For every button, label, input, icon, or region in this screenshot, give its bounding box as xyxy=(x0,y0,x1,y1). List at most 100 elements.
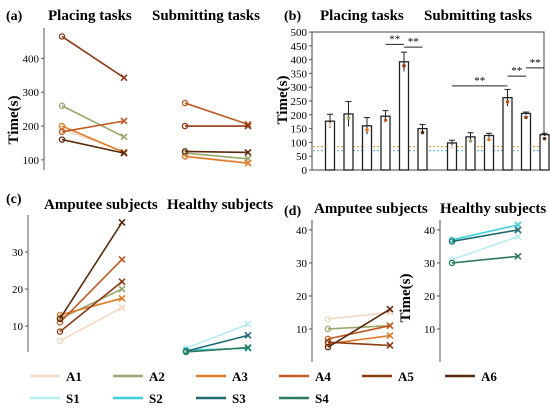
legend-label-A1: A1 xyxy=(66,369,82,384)
panel-b-subject-dot xyxy=(328,123,332,127)
panel-a-g0-start-marker-A6 xyxy=(58,136,66,143)
panel-d-g0-line-A1 xyxy=(327,311,391,320)
panel-a-tick-label: 100 xyxy=(23,155,40,167)
panel-b-subject-dot xyxy=(524,115,528,120)
panel-b-tick-label: 300 xyxy=(291,82,308,94)
panel-b-significance-label: ** xyxy=(408,36,419,48)
panel-b-subject-dot xyxy=(450,145,454,149)
panel-a-g1-line-A4 xyxy=(184,102,249,126)
panel-b-bar xyxy=(520,112,532,171)
panel-b-tick-label: 0 xyxy=(302,165,308,177)
panel-d-g0-line-A4 xyxy=(327,324,391,340)
panel-d-g1-start-marker-S4 xyxy=(448,259,456,267)
panel-c-g1-end-marker-S4 xyxy=(244,343,252,352)
panel-d-g0-start-marker-A4 xyxy=(324,335,332,343)
panel-a-tick-label: 300 xyxy=(23,87,40,99)
panel-d-g0-tick-label: 30 xyxy=(296,258,308,270)
panel-b-significance-label: ** xyxy=(511,65,522,77)
panel-b-tick-label: 450 xyxy=(291,41,308,53)
panel-c-g0-end-marker-A6 xyxy=(118,218,126,226)
panel-a-tick-label: 200 xyxy=(23,121,40,133)
panel-c-g0-end-marker-A2 xyxy=(118,285,126,293)
panel-b-subject-dot xyxy=(542,136,547,141)
panel-d-g1-line-S1 xyxy=(451,235,519,261)
panel-b-subject-dot xyxy=(468,139,473,143)
panel-c-g0-start-marker-A1 xyxy=(56,337,64,345)
panel-b: (b) Placing tasks Submitting tasks Time(… xyxy=(275,8,550,177)
panel-c-g1-start-marker-S4 xyxy=(182,348,190,356)
panel-a-title-submitting: Submitting tasks xyxy=(152,8,260,24)
panel-b-title-placing: Placing tasks xyxy=(320,8,404,24)
panel-a-g1-line-A3 xyxy=(184,155,249,165)
panel-c-tick-label: 10 xyxy=(12,321,24,333)
panel-b-tick-label: 150 xyxy=(291,124,308,136)
panel-c-g0-end-marker-A1 xyxy=(118,304,126,312)
panel-b-subject-dot xyxy=(420,130,425,135)
panel-label-d: (d) xyxy=(284,204,301,219)
panel-b-tick-label: 350 xyxy=(291,68,308,80)
panel-b-bar xyxy=(417,127,428,171)
panel-c-g1-line-S3 xyxy=(185,334,249,353)
panel-a-g0-end-marker-A4 xyxy=(120,117,128,125)
panel-a-g0-line-A4 xyxy=(61,120,125,133)
panel-b-tick-label: 500 xyxy=(291,27,308,39)
panel-a-g1-start-marker-A4 xyxy=(181,99,189,107)
panel-b-tick-label: 50 xyxy=(296,151,308,163)
panel-c-g0-line-A1 xyxy=(59,306,123,342)
panel-c-g1-line-S1 xyxy=(185,323,249,350)
legend-label-A2: A2 xyxy=(149,369,165,384)
panel-c-title-healthy: Healthy subjects xyxy=(167,197,273,213)
panel-c-g1-end-marker-S3 xyxy=(244,331,252,339)
panel-c-tick-label: 20 xyxy=(12,284,24,296)
legend-label-S3: S3 xyxy=(232,391,246,406)
panel-b-subject-dot xyxy=(487,137,491,142)
panel-d-g1-end-marker-S4 xyxy=(514,252,522,260)
legend: A1 A2 A3 A4 A5 A6 S1 S2 S3 S4 xyxy=(30,369,497,406)
panel-b-subject-dot xyxy=(402,64,406,68)
panel-c-g0-start-marker-A5 xyxy=(56,328,64,335)
panel-a-ylabel: Time(s) xyxy=(6,96,22,145)
panel-b-tick-label: 200 xyxy=(291,110,308,122)
panel-c-g1-end-marker-S1 xyxy=(244,320,252,328)
panel-d-g0-line-A6 xyxy=(327,308,391,348)
panel-a-g0-start-marker-A5 xyxy=(58,33,66,40)
panel-b-significance-label: ** xyxy=(389,33,400,45)
panel-d-g1-tick-label: 30 xyxy=(424,258,436,270)
panel-b-tick-label: 250 xyxy=(291,96,308,108)
panel-a-g1-end-marker-A6 xyxy=(244,148,252,156)
panel-b-subject-dot xyxy=(383,118,388,122)
panel-b-tick-label: 400 xyxy=(291,55,308,67)
panel-a-g1-line-A6 xyxy=(184,150,249,154)
panel-c-g1-line-S4 xyxy=(185,346,249,353)
panel-a-g1-start-marker-A6 xyxy=(181,148,189,155)
panel-b-bar xyxy=(380,115,391,171)
panel-a-g0-end-marker-A2 xyxy=(120,133,128,141)
panel-d-g1-start-marker-S3 xyxy=(448,238,456,245)
panel-d-g1-line-S2 xyxy=(451,224,519,241)
panel-d-ylabel: Time(s) xyxy=(398,274,414,323)
panel-b-significance-label: ** xyxy=(530,57,541,69)
panel-a-g1-end-marker-A5 xyxy=(244,122,252,130)
panel-c-g0-end-marker-A4 xyxy=(118,255,126,263)
panel-b-bar xyxy=(398,61,410,171)
panel-c-g0-end-marker-A5 xyxy=(118,278,126,286)
legend-label-S1: S1 xyxy=(66,391,80,406)
panel-a-g1-end-marker-A3 xyxy=(244,159,252,167)
legend-label-A5: A5 xyxy=(398,369,414,384)
panel-d-g1-tick-label: 10 xyxy=(424,324,436,336)
panel-a-g0-start-marker-A4 xyxy=(58,128,66,136)
panel-c: (c) Amputee subjects Healthy subjects 10… xyxy=(6,192,273,356)
legend-label-A4: A4 xyxy=(315,369,331,384)
panel-d-g0-start-marker-A2 xyxy=(324,325,332,333)
panel-c-g0-start-marker-A6 xyxy=(56,315,64,322)
panel-b-tick-label: 100 xyxy=(291,137,308,149)
panel-c-g0-line-A5 xyxy=(59,281,123,333)
panel-d-g0-start-marker-A1 xyxy=(324,315,332,323)
panel-b-subject-dot xyxy=(365,128,369,132)
panel-a: (a) Placing tasks Submitting tasks Time(… xyxy=(6,8,260,170)
legend-label-A6: A6 xyxy=(481,369,497,384)
panel-a-g0-line-A5 xyxy=(61,35,125,79)
panel-c-g0-line-A4 xyxy=(59,258,123,323)
panel-d-g1-end-marker-S1 xyxy=(514,232,522,241)
